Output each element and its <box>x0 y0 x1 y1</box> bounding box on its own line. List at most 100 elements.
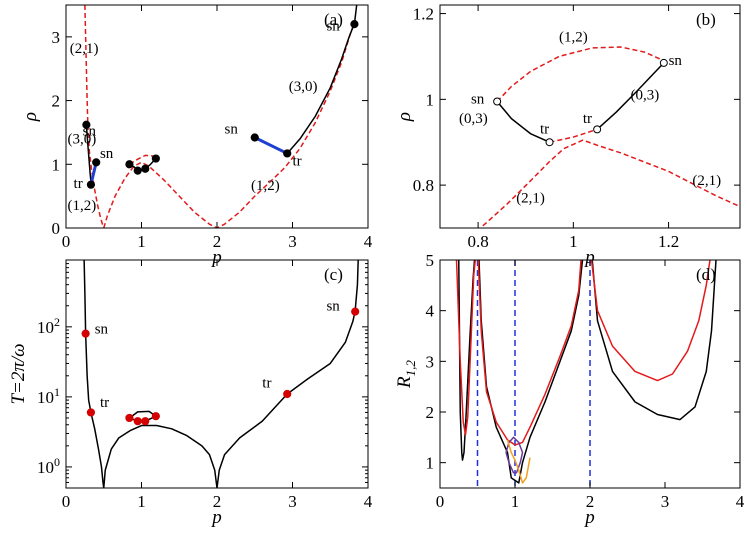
ytick-label-d-2: 3 <box>426 352 435 371</box>
xtick-label-a-3: 3 <box>288 232 297 251</box>
panel-b: (1,2) sn (0,3) tr tr (0,3) sn (2,1) (2,1) 0.8 1 1.2… <box>394 4 741 268</box>
marker-a-8 <box>283 149 292 158</box>
ylabel-d: R1,2 <box>394 360 418 389</box>
xtick-label-b-2: 1.2 <box>658 232 679 251</box>
annotation-a-2: (3,0) <box>68 131 97 147</box>
annotation-c-3: sn <box>326 299 340 315</box>
marker-c-6 <box>283 389 292 399</box>
ytick-label-b-0: 0.8 <box>413 176 434 195</box>
annotation-b-7: (2,1) <box>692 173 721 189</box>
annotation-b-1: sn <box>471 92 485 108</box>
xtick-label-c-3: 3 <box>288 492 297 511</box>
xlabel-d: p <box>583 507 595 528</box>
series-d-5 <box>506 439 531 484</box>
marker-b-2 <box>593 125 602 134</box>
xtick-label-b-1: 1 <box>569 232 578 251</box>
series-b-1 <box>496 101 550 143</box>
xtick-label-a-4: 4 <box>364 232 373 251</box>
ylabel-b: ρ <box>394 112 415 122</box>
xtick-label-c-4: 4 <box>364 492 373 511</box>
ytick-label-c-2: 102 <box>37 315 60 337</box>
series-b-0 <box>496 46 665 103</box>
axes-frame-c <box>65 259 369 489</box>
panel-label-b: (b) <box>696 10 716 29</box>
marker-c-0 <box>81 329 90 338</box>
panel-label-c: (c) <box>324 265 343 284</box>
ytick-label-a-1: 1 <box>52 155 61 174</box>
marker-c-1 <box>86 408 96 417</box>
xtick-label-c-1: 1 <box>137 492 146 511</box>
panel-c: sn tr tr sn 0 1 2 3 4 100 101 102 (c) p T=2π/ω <box>8 259 373 528</box>
annotation-a-9: (3,0) <box>289 79 318 95</box>
xlabel-c: p <box>210 507 222 528</box>
ytick-label-a-2: 2 <box>52 92 61 111</box>
xtick-label-d-2: 2 <box>586 492 595 511</box>
ytick-label-d-4: 5 <box>426 251 435 270</box>
axes-frame-b <box>439 4 741 229</box>
xtick-label-c-0: 0 <box>62 492 71 511</box>
annotation-b-0: (1,2) <box>559 29 588 45</box>
ytick-label-d-0: 1 <box>426 454 435 473</box>
annotation-b-8: (2,1) <box>516 190 545 206</box>
annotation-c-0: sn <box>95 322 109 338</box>
ytick-label-c-1: 101 <box>37 385 60 407</box>
marker-c-5 <box>151 412 160 421</box>
series-a-3 <box>286 5 358 154</box>
annotation-a-5: (1,2) <box>68 198 97 214</box>
series-d-4 <box>505 436 524 474</box>
xtick-label-b-0: 0.8 <box>467 232 488 251</box>
panel-label-a: (a) <box>324 10 343 29</box>
series-d-3 <box>477 260 582 446</box>
annotation-b-4: tr <box>583 111 592 127</box>
ylabel-a: ρ <box>20 112 41 122</box>
series-a-2 <box>103 23 356 228</box>
series-c-0 <box>83 260 105 488</box>
xtick-label-c-2: 2 <box>213 492 222 511</box>
annotation-b-3: tr <box>540 122 549 138</box>
xlabel-a: p <box>210 247 222 268</box>
annotation-a-3: sn <box>100 146 114 162</box>
marker-b-3 <box>659 58 668 67</box>
marker-b-0 <box>493 97 502 106</box>
ylabel-c: T=2π/ω <box>8 343 29 404</box>
series-d-7 <box>590 260 711 382</box>
marker-b-1 <box>545 138 554 147</box>
marker-a-7 <box>250 133 259 142</box>
marker-a-2 <box>92 158 101 167</box>
annotation-a-6: sn <box>225 122 239 138</box>
ytick-label-b-2: 1.2 <box>413 5 434 24</box>
marker-a-4 <box>133 166 142 175</box>
marker-a-1 <box>86 180 96 189</box>
series-a-5 <box>254 136 288 155</box>
xtick-label-d-1: 1 <box>511 492 520 511</box>
series-b-2 <box>596 62 665 130</box>
marker-a-0 <box>82 120 91 129</box>
xtick-label-a-1: 1 <box>137 232 146 251</box>
marker-a-3 <box>125 160 134 169</box>
annotation-c-1: tr <box>100 395 109 411</box>
series-b-3 <box>482 139 740 227</box>
marker-c-7 <box>351 307 360 316</box>
annotation-b-5: (0,3) <box>630 87 659 103</box>
annotation-a-1: sn <box>83 124 97 140</box>
series-b-4 <box>549 128 598 143</box>
ytick-label-a-0: 0 <box>52 219 61 238</box>
marker-a-5 <box>141 164 150 173</box>
marker-a-9 <box>350 20 359 29</box>
ytick-label-b-1: 1 <box>426 90 435 109</box>
annotation-c-2: tr <box>262 376 271 392</box>
series-d-6 <box>591 260 717 421</box>
series-d-1 <box>455 260 476 436</box>
annotation-a-4: tr <box>74 176 83 192</box>
xtick-label-d-4: 4 <box>736 492 745 511</box>
ytick-label-a-3: 3 <box>52 28 61 47</box>
annotation-a-7: tr <box>293 154 302 170</box>
annotation-a-0: (2,1) <box>70 41 99 57</box>
xtick-label-a-0: 0 <box>62 232 71 251</box>
panel-label-d: (d) <box>696 265 716 284</box>
series-d-2 <box>478 260 584 484</box>
axes-frame-a <box>65 4 369 229</box>
marker-c-4 <box>141 417 150 426</box>
